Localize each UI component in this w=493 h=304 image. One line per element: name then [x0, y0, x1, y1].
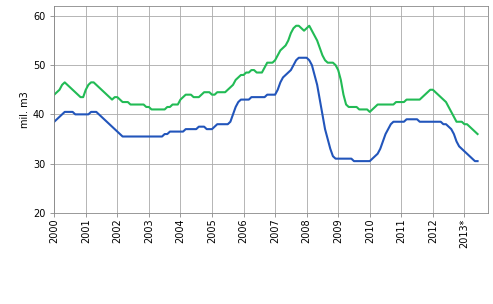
Building permits granted	[88, 81, 94, 84]
Building permits granted	[475, 132, 481, 136]
Line: Building starts: Building starts	[54, 58, 478, 161]
Building starts	[333, 157, 339, 161]
Building permits granted	[390, 103, 396, 106]
Building permits granted	[51, 93, 57, 96]
Building starts	[393, 120, 399, 123]
Building starts	[88, 110, 94, 114]
Building starts	[191, 127, 197, 131]
Building permits granted	[393, 100, 399, 104]
Building starts	[188, 127, 194, 131]
Building starts	[475, 159, 481, 163]
Building permits granted	[293, 24, 299, 28]
Building starts	[296, 56, 302, 60]
Building permits granted	[333, 63, 339, 67]
Building starts	[396, 120, 402, 123]
Building permits granted	[191, 95, 197, 99]
Y-axis label: mil. m3: mil. m3	[20, 91, 30, 128]
Building permits granted	[188, 93, 194, 96]
Building starts	[51, 120, 57, 123]
Line: Building permits granted: Building permits granted	[54, 26, 478, 134]
Building starts	[351, 159, 357, 163]
